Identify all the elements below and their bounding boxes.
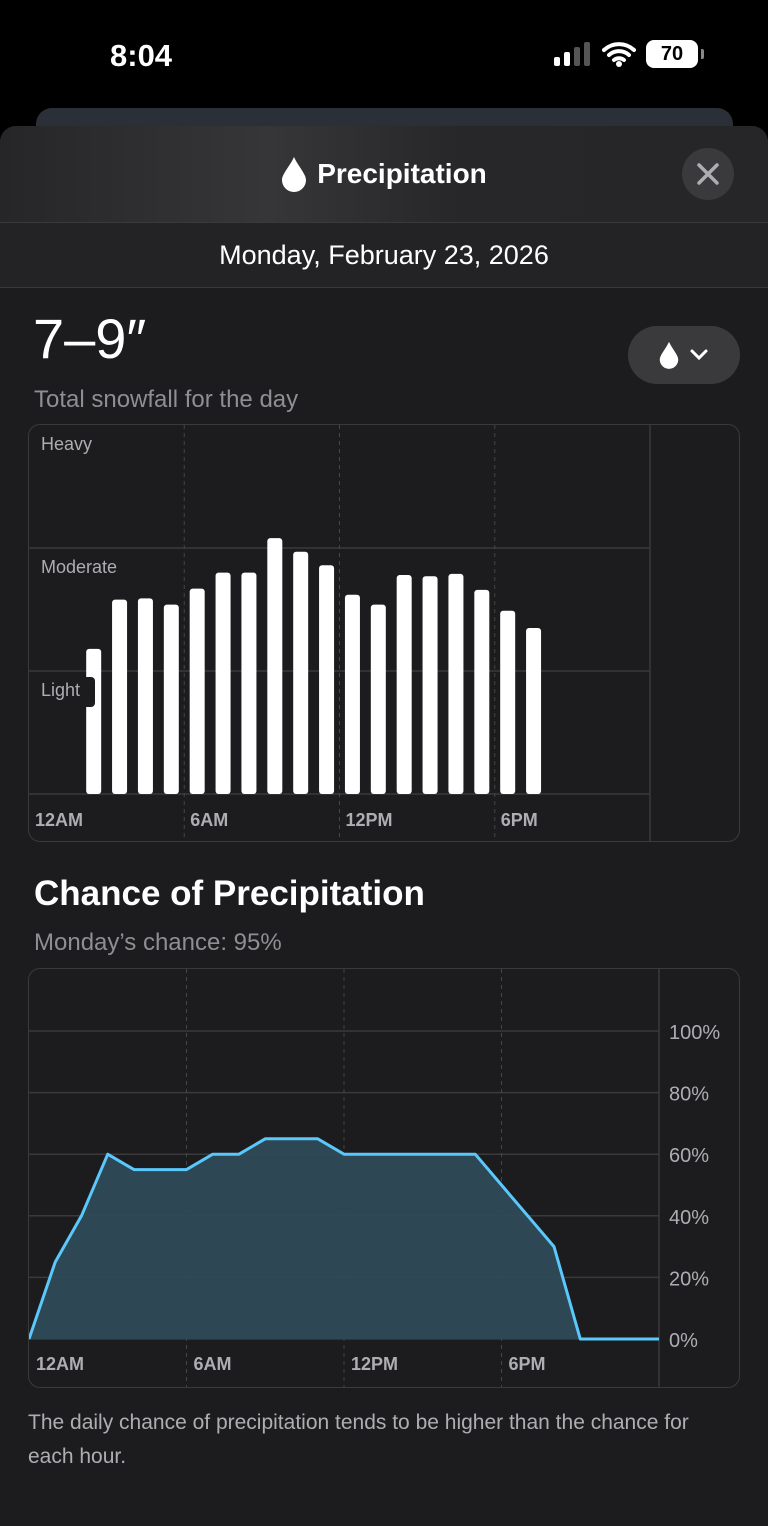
time-label: 6AM [194, 1354, 232, 1374]
snowfall-intensity-chart: Light Moderate Heavy 12AM 6AM 12PM 6PM [28, 424, 740, 842]
snowfall-bar [137, 598, 153, 794]
chance-of-precipitation-chart: 100% 80% 60% 40% 20% 0% 12AM 6AM 12PM 6PM [28, 968, 740, 1388]
snowfall-bar [293, 551, 309, 794]
status-time: 8:04 [110, 38, 173, 73]
percent-label: 60% [669, 1145, 709, 1167]
wifi-icon [602, 42, 636, 67]
percent-label: 100% [669, 1022, 720, 1044]
snowfall-bar [500, 610, 516, 794]
sheet-header: Precipitation [0, 126, 768, 223]
snowfall-bar [422, 576, 438, 794]
intensity-label: Moderate [41, 557, 117, 577]
date-label: Monday, February 23, 2026 [0, 223, 768, 288]
time-label: 12PM [351, 1354, 398, 1374]
snowfall-bar [396, 575, 412, 794]
snowfall-bar [319, 565, 335, 794]
precipitation-type-dropdown[interactable] [628, 326, 740, 384]
snowfall-bar [215, 572, 231, 794]
snowfall-bar [344, 594, 360, 794]
close-button[interactable] [682, 148, 734, 200]
chance-line [29, 1137, 659, 1341]
snowfall-bar-chart: Light Moderate Heavy 12AM 6AM 12PM 6PM [29, 425, 651, 841]
percent-label: 20% [669, 1268, 709, 1290]
drop-icon [659, 341, 679, 369]
time-label: 6AM [190, 810, 228, 830]
chance-subtitle: Monday’s chance: 95% [34, 929, 282, 956]
time-label: 6PM [501, 810, 538, 830]
chance-area-chart: 100% 80% 60% 40% 20% 0% 12AM 6AM 12PM 6PM [29, 969, 720, 1387]
snowfall-bar [189, 588, 205, 794]
chevron-down-icon [690, 349, 708, 361]
label-bg [35, 677, 95, 707]
time-label: 6PM [509, 1354, 546, 1374]
close-icon [697, 163, 719, 185]
status-icons: 70 [554, 40, 704, 68]
time-label: 12AM [35, 810, 83, 830]
total-snowfall-label: Total snowfall for the day [34, 386, 299, 413]
snowfall-bar [241, 572, 257, 794]
chance-title: Chance of Precipitation [34, 874, 425, 913]
snowfall-bar [86, 648, 102, 794]
battery-indicator: 70 [646, 40, 704, 68]
intensity-label: Heavy [41, 434, 92, 454]
intensity-label: Light [41, 680, 80, 700]
snowfall-bar [112, 599, 128, 794]
time-label: 12PM [346, 810, 393, 830]
percent-label: 0% [669, 1330, 698, 1352]
snowfall-bar [526, 627, 542, 794]
snowfall-bar [163, 604, 179, 794]
percent-label: 40% [669, 1207, 709, 1229]
time-label: 12AM [36, 1354, 84, 1374]
snowfall-bar [448, 573, 464, 794]
cellular-signal-icon [554, 42, 590, 66]
snowfall-bar [267, 538, 283, 794]
header-title: Precipitation [317, 158, 487, 189]
snowfall-bar [370, 604, 386, 794]
footnote: The daily chance of precipitation tends … [28, 1411, 689, 1468]
percent-label: 80% [669, 1084, 709, 1106]
chance-area [29, 1138, 659, 1339]
drop-icon [282, 157, 307, 192]
total-snowfall: 7–9″ [33, 307, 147, 370]
snowfall-bar [474, 589, 490, 794]
